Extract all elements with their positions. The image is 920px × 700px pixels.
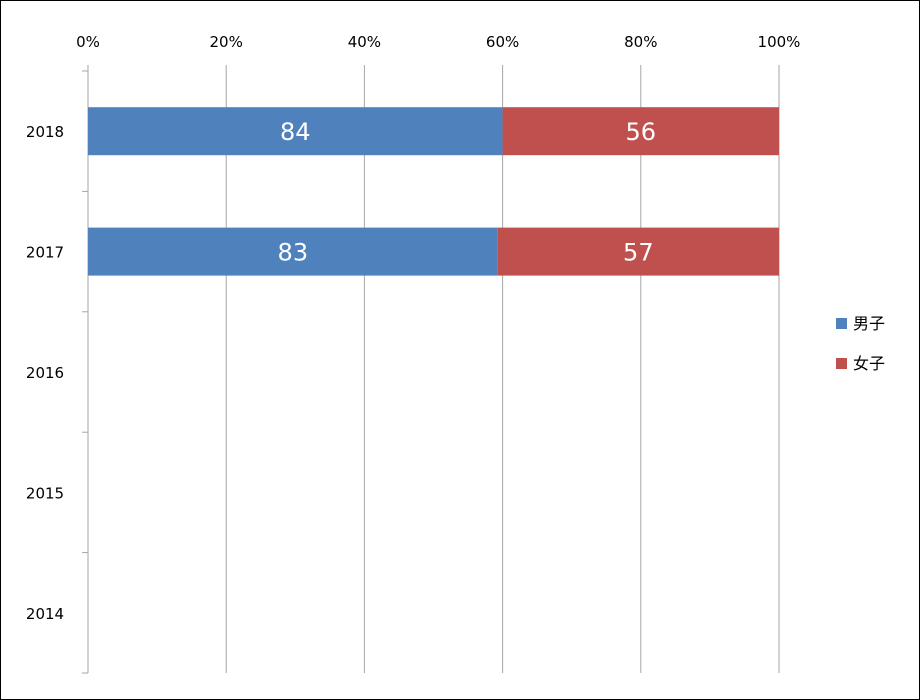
y-category-label: 2015 [26, 484, 64, 502]
data-label: 56 [626, 118, 657, 146]
x-tick-label: 80% [624, 33, 657, 51]
y-category-label: 2014 [26, 605, 64, 623]
x-tick-label: 100% [758, 33, 801, 51]
y-category-label: 2017 [26, 244, 64, 262]
y-category-label: 2018 [26, 123, 64, 141]
bar-segment-female [497, 227, 779, 276]
y-category-label: 2016 [26, 364, 64, 382]
x-tick-label: 20% [210, 33, 243, 51]
data-label: 84 [280, 118, 311, 146]
bar-segment-male [88, 227, 498, 276]
x-tick-label: 40% [348, 33, 381, 51]
legend-label: 男子 [853, 314, 885, 333]
data-label: 83 [278, 239, 309, 267]
x-tick-label: 0% [76, 33, 100, 51]
bar-segment-male [88, 107, 503, 156]
x-tick-label: 60% [486, 33, 519, 51]
legend-label: 女子 [853, 354, 885, 373]
bar-segment-female [502, 107, 779, 156]
legend-swatch [836, 358, 847, 369]
data-label: 57 [623, 239, 654, 267]
legend-swatch [836, 318, 847, 329]
